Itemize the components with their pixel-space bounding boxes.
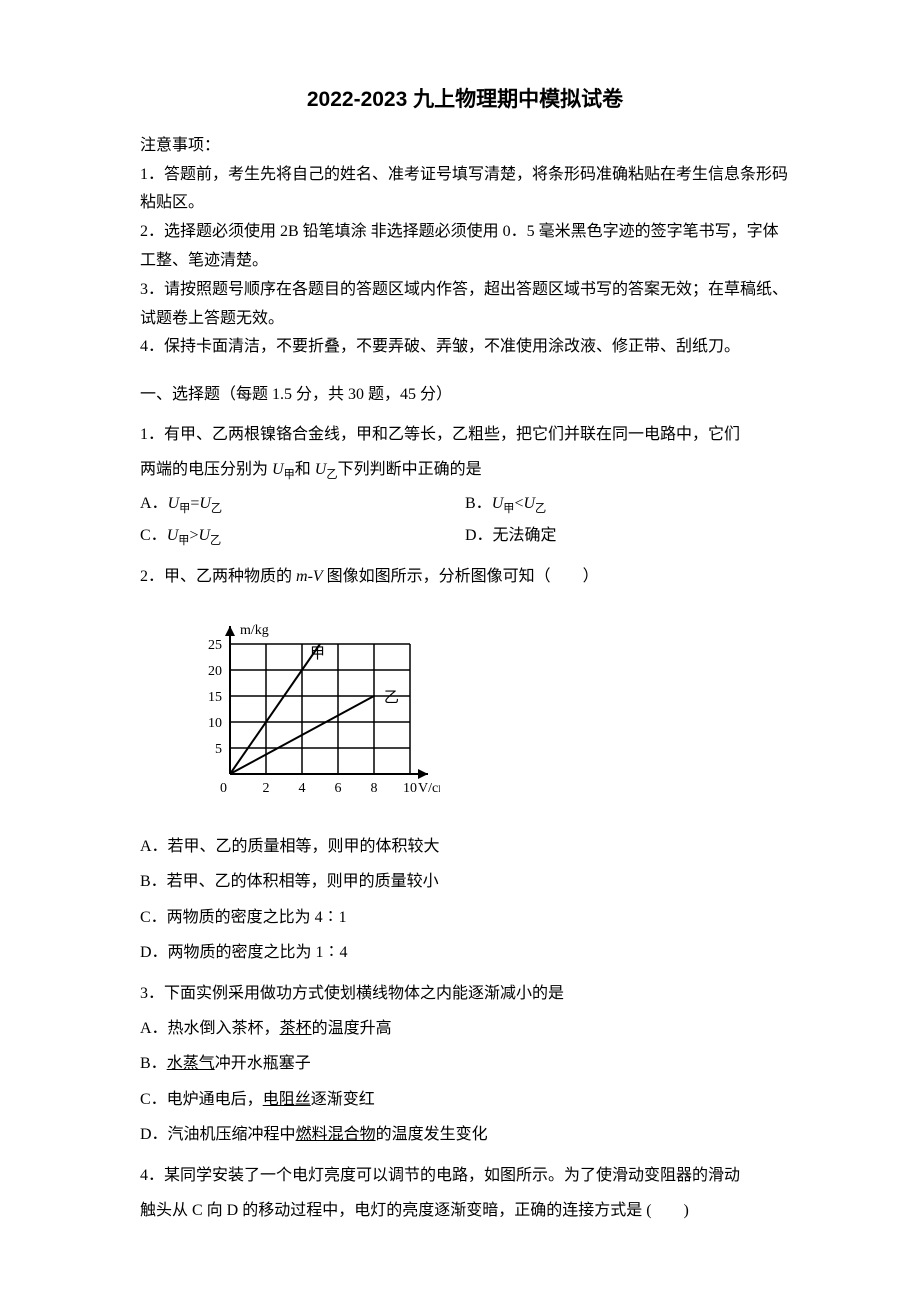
relation: = — [190, 495, 199, 512]
option-label: A． — [140, 495, 168, 512]
q1-stem-line2: 两端的电压分别为 U甲和 U乙下列判断中正确的是 — [140, 452, 790, 488]
svg-text:2: 2 — [263, 781, 270, 796]
text: 冲开水瓶塞子 — [215, 1055, 311, 1072]
svg-text:m/kg: m/kg — [240, 623, 269, 638]
instruction-item: 2．选择题必须使用 2B 铅笔填涂 非选择题必须使用 0．5 毫米黑色字迹的签字… — [140, 218, 790, 276]
q4-stem-line1: 4．某同学安装了一个电灯亮度可以调节的电路，如图所示。为了使滑动变阻器的滑动 — [140, 1158, 790, 1193]
subscript-jia: 甲 — [179, 503, 190, 515]
subscript-yi: 乙 — [326, 469, 337, 481]
svg-text:甲: 甲 — [310, 646, 325, 662]
instructions-block: 注意事项： 1．答题前，考生先将自己的姓名、准考证号填写清楚，将条形码准确粘贴在… — [140, 132, 790, 362]
instructions-header: 注意事项： — [140, 132, 790, 161]
subscript-jia: 甲 — [284, 469, 295, 481]
variable-u: U — [523, 495, 535, 512]
svg-text:10: 10 — [208, 716, 222, 731]
q1-options-row2: C．U甲>U乙 D．无法确定 — [140, 520, 790, 553]
variable-u: U — [167, 527, 179, 544]
variable-u: U — [492, 495, 504, 512]
svg-text:乙: 乙 — [384, 690, 399, 706]
q3-option-a: A．热水倒入茶杯，茶杯的温度升高 — [140, 1011, 790, 1046]
subscript-yi: 乙 — [535, 503, 546, 515]
instruction-item: 3．请按照题号顺序在各题目的答题区域内作答，超出答题区域书写的答案无效；在草稿纸… — [140, 276, 790, 334]
underlined-text: 水蒸气 — [167, 1055, 215, 1072]
text: 下列判断中正确的是 — [338, 461, 482, 478]
page-title: 2022-2023 九上物理期中模拟试卷 — [140, 80, 790, 120]
svg-text:20: 20 — [208, 664, 222, 679]
q2-stem: 2．甲、乙两种物质的 m-V 图像如图所示，分析图像可知（ ） — [140, 559, 790, 594]
svg-text:V/cm³: V/cm³ — [418, 781, 440, 796]
option-label: C． — [140, 527, 167, 544]
text: 2．甲、乙两种物质的 — [140, 568, 296, 585]
q1-option-d: D．无法确定 — [465, 520, 790, 553]
svg-text:25: 25 — [208, 638, 222, 653]
text: 的温度发生变化 — [376, 1126, 488, 1143]
svg-text:4: 4 — [299, 781, 306, 796]
text: C．电炉通电后， — [140, 1091, 263, 1108]
underlined-text: 茶杯 — [280, 1020, 312, 1037]
q1-options-row1: A．U甲=U乙 B．U甲<U乙 — [140, 488, 790, 521]
svg-text:10: 10 — [403, 781, 417, 796]
text: B． — [140, 1055, 167, 1072]
variable-u: U — [198, 527, 210, 544]
q2-option-c: C．两物质的密度之比为 4∶1 — [140, 900, 790, 935]
q2-option-d: D．两物质的密度之比为 1∶4 — [140, 935, 790, 970]
text: D．汽油机压缩冲程中 — [140, 1126, 296, 1143]
q1-stem-line1: 1．有甲、乙两根镍铬合金线，甲和乙等长，乙粗些，把它们并联在同一电路中，它们 — [140, 417, 790, 452]
q3-option-d: D．汽油机压缩冲程中燃料混合物的温度发生变化 — [140, 1117, 790, 1152]
text: 逐渐变红 — [311, 1091, 375, 1108]
underlined-text: 燃料混合物 — [296, 1126, 376, 1143]
instruction-item: 4．保持卡面清洁，不要折叠，不要弄破、弄皱，不准使用涂改液、修正带、刮纸刀。 — [140, 333, 790, 362]
subscript-yi: 乙 — [210, 535, 221, 547]
variable-mv: m-V — [296, 568, 323, 585]
q2-option-a: A．若甲、乙的质量相等，则甲的体积较大 — [140, 829, 790, 864]
q2-chart: 5 10 15 20 25 2 4 6 8 10 m/kg V/cm³ 0 甲乙 — [170, 604, 790, 817]
text: 的温度升高 — [312, 1020, 392, 1037]
q3-stem: 3．下面实例采用做功方式使划横线物体之内能逐渐减小的是 — [140, 976, 790, 1011]
variable-u: U — [272, 461, 284, 478]
question-1: 1．有甲、乙两根镍铬合金线，甲和乙等长，乙粗些，把它们并联在同一电路中，它们 两… — [140, 417, 790, 553]
mv-chart-svg: 5 10 15 20 25 2 4 6 8 10 m/kg V/cm³ 0 甲乙 — [170, 604, 440, 804]
q1-option-a: A．U甲=U乙 — [140, 488, 465, 521]
svg-text:8: 8 — [371, 781, 378, 796]
text: 和 — [295, 461, 315, 478]
q4-stem-line2: 触头从 C 向 D 的移动过程中，电灯的亮度逐渐变暗，正确的连接方式是 ( ) — [140, 1193, 790, 1228]
variable-u: U — [199, 495, 211, 512]
q2-option-b: B．若甲、乙的体积相等，则甲的质量较小 — [140, 864, 790, 899]
text: A．热水倒入茶杯， — [140, 1020, 280, 1037]
subscript-yi: 乙 — [211, 503, 222, 515]
q3-option-c: C．电炉通电后，电阻丝逐渐变红 — [140, 1082, 790, 1117]
question-2: 2．甲、乙两种物质的 m-V 图像如图所示，分析图像可知（ ） 51015202… — [140, 559, 790, 970]
text: 图像如图所示，分析图像可知（ ） — [323, 568, 599, 585]
variable-u: U — [168, 495, 180, 512]
svg-text:5: 5 — [215, 742, 222, 757]
underlined-text: 电阻丝 — [263, 1091, 311, 1108]
svg-text:15: 15 — [208, 690, 222, 705]
q3-option-b: B．水蒸气冲开水瓶塞子 — [140, 1046, 790, 1081]
section-header: 一、选择题（每题 1.5 分，共 30 题，45 分） — [140, 380, 790, 410]
svg-text:6: 6 — [335, 781, 342, 796]
subscript-jia: 甲 — [178, 535, 189, 547]
question-4: 4．某同学安装了一个电灯亮度可以调节的电路，如图所示。为了使滑动变阻器的滑动 触… — [140, 1158, 790, 1228]
svg-text:0: 0 — [220, 781, 227, 796]
question-3: 3．下面实例采用做功方式使划横线物体之内能逐渐减小的是 A．热水倒入茶杯，茶杯的… — [140, 976, 790, 1152]
subscript-jia: 甲 — [503, 503, 514, 515]
variable-u: U — [315, 461, 327, 478]
q1-option-c: C．U甲>U乙 — [140, 520, 465, 553]
q1-option-b: B．U甲<U乙 — [465, 488, 790, 521]
instruction-item: 1．答题前，考生先将自己的姓名、准考证号填写清楚，将条形码准确粘贴在考生信息条形… — [140, 161, 790, 219]
text: 两端的电压分别为 — [140, 461, 272, 478]
option-label: B． — [465, 495, 492, 512]
